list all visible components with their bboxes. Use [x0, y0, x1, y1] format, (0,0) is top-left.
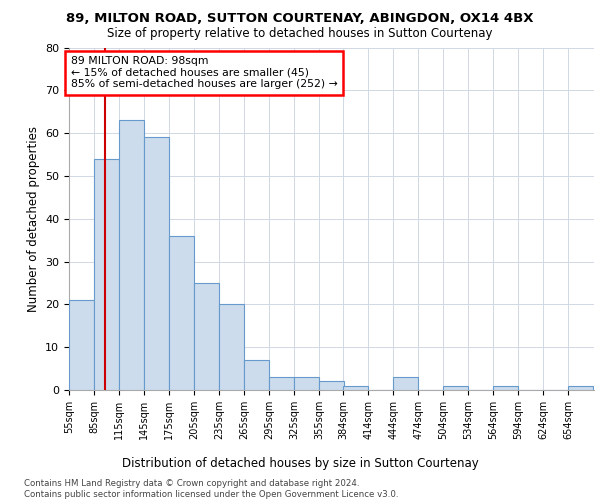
- Bar: [294, 377, 319, 390]
- Text: 89 MILTON ROAD: 98sqm
← 15% of detached houses are smaller (45)
85% of semi-deta: 89 MILTON ROAD: 98sqm ← 15% of detached …: [71, 56, 337, 90]
- Bar: [443, 386, 468, 390]
- Y-axis label: Number of detached properties: Number of detached properties: [26, 126, 40, 312]
- Text: 89, MILTON ROAD, SUTTON COURTENAY, ABINGDON, OX14 4BX: 89, MILTON ROAD, SUTTON COURTENAY, ABING…: [66, 12, 534, 26]
- Bar: [119, 120, 144, 390]
- Bar: [244, 360, 269, 390]
- Text: Contains HM Land Registry data © Crown copyright and database right 2024.: Contains HM Land Registry data © Crown c…: [24, 479, 359, 488]
- Bar: [194, 283, 219, 390]
- Bar: [219, 304, 244, 390]
- Bar: [169, 236, 194, 390]
- Text: Distribution of detached houses by size in Sutton Courtenay: Distribution of detached houses by size …: [122, 458, 478, 470]
- Bar: [568, 386, 593, 390]
- Bar: [493, 386, 518, 390]
- Bar: [393, 377, 418, 390]
- Text: Size of property relative to detached houses in Sutton Courtenay: Size of property relative to detached ho…: [107, 28, 493, 40]
- Bar: [69, 300, 94, 390]
- Bar: [343, 386, 368, 390]
- Text: Contains public sector information licensed under the Open Government Licence v3: Contains public sector information licen…: [24, 490, 398, 499]
- Bar: [144, 138, 169, 390]
- Bar: [94, 159, 119, 390]
- Bar: [319, 382, 344, 390]
- Bar: [269, 377, 294, 390]
